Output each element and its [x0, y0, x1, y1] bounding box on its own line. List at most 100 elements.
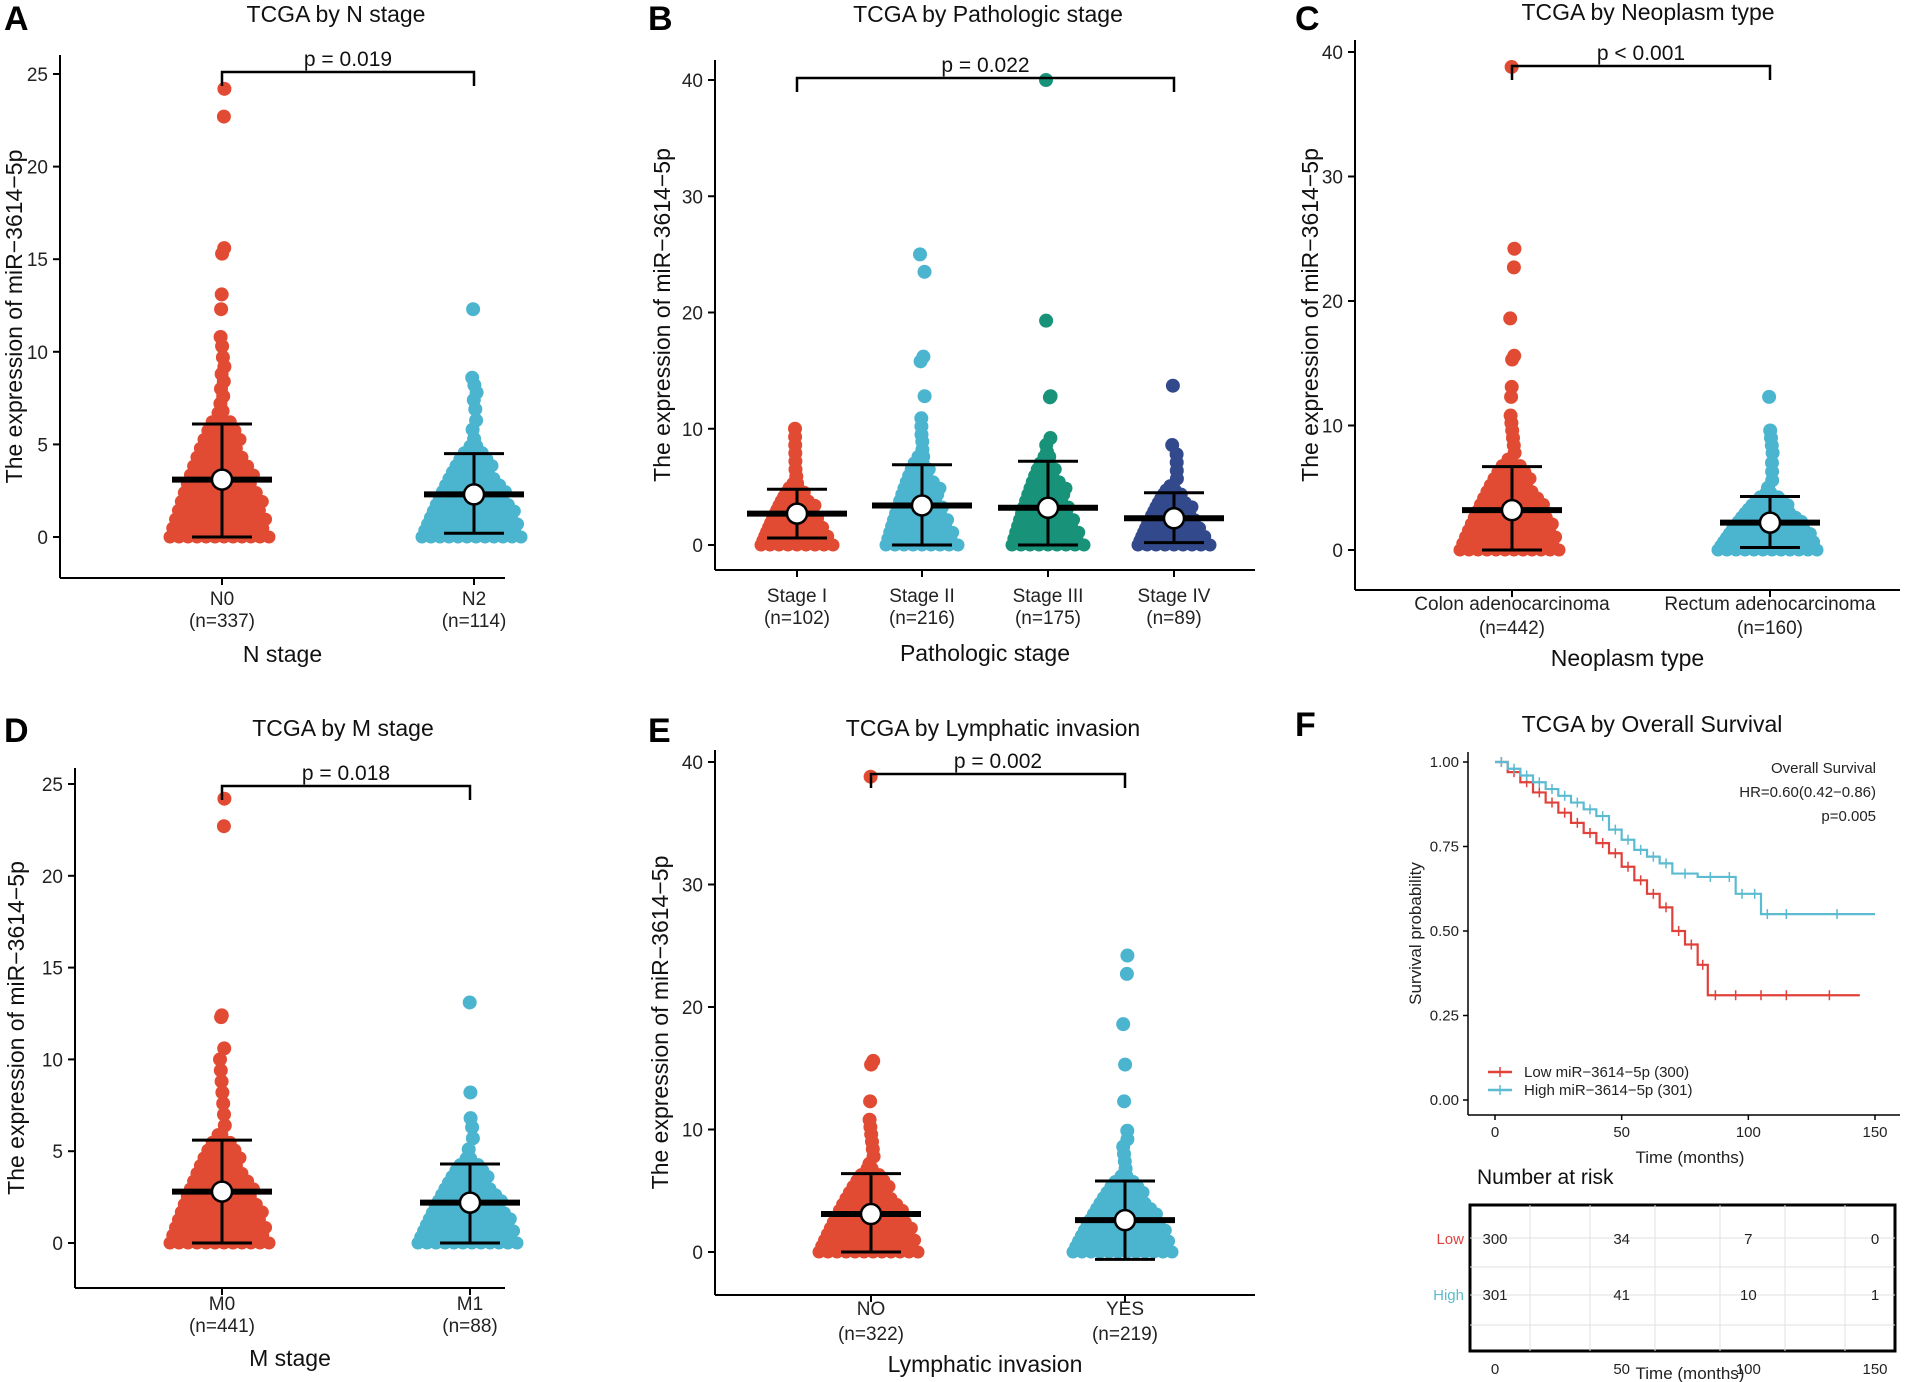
y-tick-label: 30: [1322, 168, 1343, 189]
chart-title: TCGA by Neoplasm type: [1521, 0, 1774, 25]
p-value-label: p = 0.019: [304, 48, 392, 71]
y-tick-label: 0: [52, 1234, 63, 1255]
mean-marker: [1500, 498, 1524, 522]
legend-label: Low miR−3614−5p (300): [1524, 1064, 1689, 1081]
panel-letter: B: [648, 0, 673, 38]
data-point: [1507, 241, 1522, 256]
y-axis-label: The expression of miR−3614−5p: [3, 861, 29, 1195]
y-tick-label: 0: [692, 536, 703, 557]
x-axis-label: M stage: [249, 1345, 331, 1371]
risk-row-label: High: [1433, 1287, 1464, 1304]
panel-d: D TCGA by M stage 0 5 10 15 20 25 The expression…: [3, 712, 524, 1371]
data-point: [463, 1085, 478, 1100]
data-point: [462, 995, 477, 1010]
data-point: [214, 1010, 229, 1025]
x-tick-label: Rectum adenocarcinoma: [1664, 594, 1876, 615]
panel-a: A TCGA by N stage 0 5 10 15 20 25 The expression…: [1, 0, 528, 667]
group-m1: M1(n=88): [411, 995, 524, 1337]
chart-title: TCGA by Lymphatic invasion: [846, 715, 1140, 741]
risk-row-label: Low: [1436, 1231, 1464, 1248]
x-axis-label: Lymphatic invasion: [888, 1351, 1083, 1377]
y-tick-label: 0.25: [1430, 1008, 1459, 1025]
chart-title: TCGA by Pathologic stage: [853, 1, 1123, 27]
data-point: [1039, 313, 1054, 328]
group-n-label: (n=160): [1737, 618, 1803, 639]
data-point: [1165, 478, 1180, 493]
data-point: [1117, 1094, 1132, 1109]
y-tick-label: 1.00: [1430, 754, 1459, 771]
x-tick-label: NO: [857, 1299, 886, 1320]
x-tick-label: Stage II: [889, 586, 955, 607]
group-n2: N2(n=114): [415, 302, 528, 632]
p-value-label: p < 0.001: [1597, 42, 1685, 65]
x-axis-label: N stage: [243, 641, 322, 667]
x-tick-label: 50: [1613, 1124, 1630, 1141]
mean-marker: [785, 502, 809, 525]
risk-value: 10: [1740, 1287, 1757, 1304]
data-point: [1120, 948, 1135, 963]
data-point: [216, 109, 231, 124]
data-point: [216, 1096, 231, 1111]
y-tick-label: 20: [27, 158, 48, 179]
group-n-label: (n=322): [838, 1324, 904, 1345]
group-yes: YES (n=219): [1066, 948, 1179, 1345]
risk-table-title: Number at risk: [1477, 1166, 1614, 1189]
data-point: [217, 1041, 232, 1056]
data-point: [863, 1094, 878, 1109]
chart-title: TCGA by M stage: [252, 715, 434, 741]
panel-b: B TCGA by Pathologic stage 0 10 20 30 40 The ex…: [648, 0, 1255, 666]
y-tick-label: 15: [42, 959, 63, 980]
p-value-label: p = 0.018: [302, 762, 390, 785]
x-tick-label: N0: [210, 589, 234, 610]
chart-title: TCGA by Overall Survival: [1522, 711, 1783, 737]
data-point: [217, 791, 232, 806]
data-point: [1039, 73, 1053, 87]
y-tick-label: 40: [682, 71, 703, 92]
data-point: [916, 449, 931, 464]
risk-value: 41: [1613, 1287, 1630, 1304]
group-n-label: (n=89): [1146, 608, 1201, 629]
y-tick-label: 0: [692, 1243, 703, 1264]
data-point: [1506, 260, 1521, 275]
data-point: [215, 246, 230, 261]
x-axis-label: Pathologic stage: [900, 640, 1070, 666]
y-tick-label: 5: [52, 1142, 63, 1163]
data-point: [466, 302, 481, 317]
mean-marker: [210, 468, 234, 491]
x-tick-label: YES: [1106, 1299, 1144, 1320]
y-tick-label: 15: [27, 250, 48, 271]
group-m0: M0(n=441): [163, 791, 276, 1337]
annotation-text: Overall Survival: [1771, 760, 1876, 777]
y-tick-label: 30: [682, 876, 703, 897]
data-point: [1118, 1057, 1133, 1072]
risk-value: 7: [1744, 1231, 1752, 1248]
data-point: [214, 1127, 229, 1142]
x-tick-label: N2: [462, 589, 486, 610]
mean-marker: [458, 1191, 482, 1214]
risk-x-axis-label: Time (months): [1636, 1364, 1745, 1382]
mean-marker: [1113, 1208, 1137, 1232]
group-n-label: (n=175): [1015, 608, 1081, 629]
y-tick-label: 5: [37, 435, 48, 456]
mean-marker: [462, 483, 486, 506]
y-tick-label: 20: [42, 867, 63, 888]
group-stage-iii: Stage III(n=175): [998, 73, 1098, 629]
data-point: [214, 302, 229, 317]
data-point: [214, 1074, 229, 1089]
data-point: [917, 264, 932, 279]
y-tick-label: 25: [27, 65, 48, 86]
data-point: [217, 81, 232, 96]
y-tick-label: 0.75: [1430, 839, 1459, 856]
x-tick-label: Stage I: [767, 586, 827, 607]
x-tick-label: Colon adenocarcinoma: [1414, 594, 1610, 615]
p-value-label: p = 0.002: [954, 750, 1042, 773]
data-point: [215, 339, 230, 354]
risk-x-tick-label: 150: [1862, 1361, 1887, 1378]
panel-letter: F: [1295, 706, 1316, 744]
group-n-label: (n=102): [764, 608, 830, 629]
data-point: [864, 1057, 879, 1072]
group-stage-iv: Stage IV(n=89): [1124, 378, 1224, 629]
data-point: [913, 354, 928, 369]
x-tick-label: Stage IV: [1138, 586, 1211, 607]
